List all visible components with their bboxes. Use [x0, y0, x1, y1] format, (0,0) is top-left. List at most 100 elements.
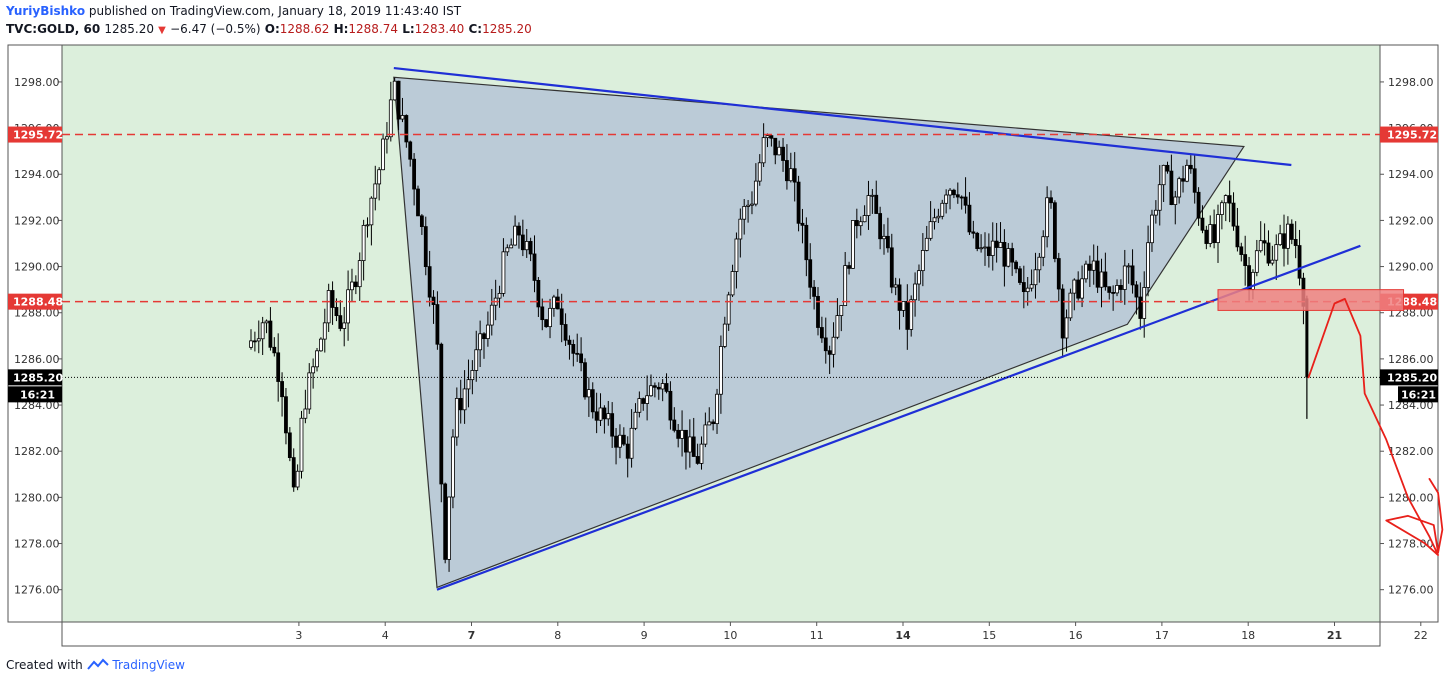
- candle-body: [470, 370, 475, 381]
- close-value: 1285.20: [482, 22, 532, 36]
- candle-body: [785, 160, 789, 182]
- candle-body: [637, 398, 642, 413]
- candle-body: [812, 286, 817, 297]
- tradingview-brand[interactable]: TradingView: [112, 658, 185, 672]
- candle-body: [703, 424, 708, 445]
- candle-body: [687, 436, 692, 453]
- candle-body: [353, 281, 358, 288]
- lower-trendline[interactable]: [436, 244, 1361, 591]
- candle-body: [416, 188, 420, 217]
- candle-body: [808, 259, 813, 288]
- candle-body: [1204, 229, 1209, 244]
- candle-body: [458, 398, 463, 411]
- candle-body: [1021, 282, 1026, 293]
- candle-body: [757, 162, 762, 182]
- candle-body: [1270, 259, 1275, 264]
- candle-body: [423, 226, 428, 268]
- candle-body: [1068, 292, 1073, 319]
- candle-body: [427, 266, 432, 298]
- candle-body: [439, 343, 444, 485]
- candle-body: [396, 80, 401, 120]
- candle-body: [1072, 279, 1077, 294]
- candle-body: [901, 301, 906, 311]
- candle-body: [555, 296, 560, 310]
- candle-body: [540, 306, 545, 321]
- created-with-text: Created with: [6, 658, 83, 672]
- candle-body: [990, 240, 995, 256]
- last-price-label-right: 1285.20: [1387, 371, 1437, 384]
- candle-body: [893, 284, 898, 288]
- candle-body: [311, 366, 316, 374]
- candle-body: [1282, 233, 1286, 249]
- level-label-left: 1295.72: [13, 129, 63, 142]
- candle-body: [913, 283, 917, 301]
- candle-body: [633, 411, 638, 429]
- candle-body: [350, 281, 354, 291]
- candle-body: [1134, 284, 1139, 298]
- candle-body: [482, 333, 486, 340]
- candle-body: [392, 80, 397, 101]
- published-text: published on TradingView.com, January 18…: [88, 4, 462, 18]
- triangle-pattern[interactable]: [393, 76, 1245, 589]
- projection-arrow[interactable]: [1307, 297, 1444, 556]
- candle-body: [618, 434, 622, 448]
- candle-body: [1235, 225, 1240, 248]
- candle-body: [1122, 265, 1127, 290]
- x-tick-label: 18: [1241, 629, 1255, 642]
- candle-body: [357, 260, 362, 288]
- candle-body: [583, 362, 587, 398]
- candle-body: [571, 344, 576, 354]
- candle-body: [1173, 196, 1178, 205]
- candle-body: [307, 372, 312, 410]
- high-value: 1288.74: [348, 22, 399, 36]
- x-tick-label: 21: [1327, 629, 1342, 642]
- candle-body: [660, 383, 665, 390]
- candle-body: [315, 350, 319, 368]
- candle-body: [874, 194, 879, 214]
- candle-body: [944, 194, 949, 204]
- candle-body: [948, 189, 952, 196]
- upper-trendline[interactable]: [393, 66, 1292, 167]
- candle-body: [788, 168, 793, 182]
- candle-body: [668, 390, 673, 421]
- candle-body: [536, 280, 541, 308]
- candle-body: [738, 218, 743, 240]
- candle-body: [750, 203, 754, 206]
- candle-body: [889, 247, 894, 288]
- x-tick-label: 7: [468, 629, 476, 642]
- candle-body: [773, 137, 778, 156]
- candle-body: [1231, 202, 1236, 227]
- candle-body: [264, 320, 269, 324]
- candle-body: [1227, 195, 1232, 204]
- candle-body: [765, 135, 770, 139]
- candle-body: [466, 379, 471, 390]
- candle-body: [625, 443, 630, 459]
- candle-body: [905, 301, 910, 330]
- candle-body: [1254, 250, 1259, 273]
- candle-body: [287, 432, 292, 459]
- candle-body: [1029, 284, 1034, 289]
- candle-body: [882, 235, 886, 240]
- time-axis[interactable]: [61, 621, 1381, 647]
- candle-body: [719, 346, 723, 395]
- candle-body: [847, 265, 851, 269]
- candle-body: [563, 324, 568, 341]
- resistance-zone[interactable]: [1217, 289, 1405, 311]
- candle-body: [431, 296, 436, 305]
- candle-body: [955, 194, 960, 198]
- candle-body: [260, 322, 265, 340]
- candle-body: [707, 421, 712, 426]
- x-tick-label: 4: [382, 629, 389, 642]
- candle-body: [326, 290, 331, 324]
- candle-body: [1181, 178, 1185, 182]
- author-name[interactable]: YuriyBishko: [6, 4, 86, 18]
- open-value: 1288.62: [279, 22, 330, 36]
- candle-body: [862, 215, 867, 223]
- candle-body: [819, 327, 824, 339]
- candle-body: [1239, 246, 1244, 255]
- candle-body: [722, 323, 727, 347]
- candle-body: [1045, 197, 1050, 238]
- candle-body: [854, 220, 859, 227]
- candle-body: [726, 294, 731, 325]
